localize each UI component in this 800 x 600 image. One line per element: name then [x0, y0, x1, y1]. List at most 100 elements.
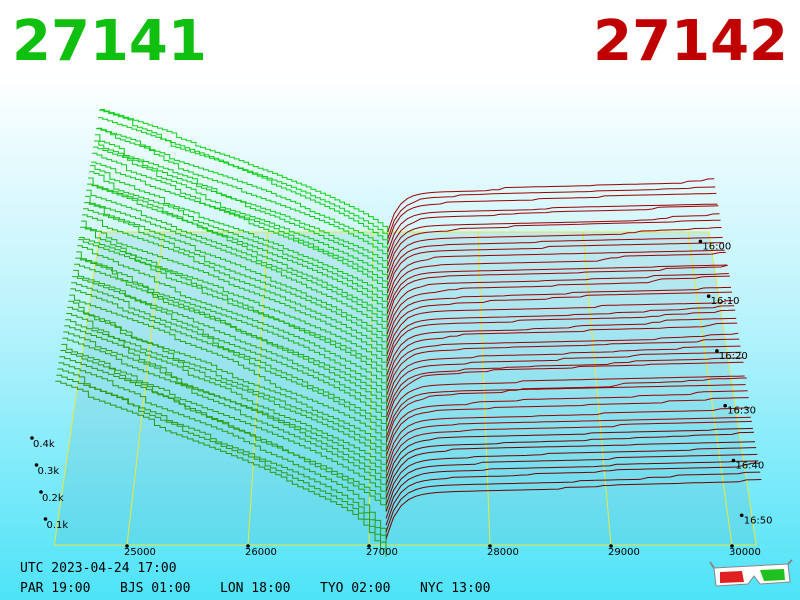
price-tick — [730, 544, 734, 548]
bid-depth-line — [89, 171, 388, 307]
zone-time: LON 18:00 — [220, 581, 290, 596]
ask-depth-line — [386, 264, 728, 321]
ask-depth-line — [386, 286, 732, 342]
ask-depth-line — [385, 447, 757, 505]
ask-depth-line — [386, 242, 724, 294]
depth-label: 0.3k — [38, 466, 60, 477]
ask-depth-line — [385, 431, 755, 492]
ask-depth-line — [386, 305, 735, 362]
ask-depth-line — [386, 251, 726, 308]
zone-time: PAR 19:00 — [20, 581, 90, 596]
price-label: 29000 — [608, 547, 640, 558]
time-tick — [706, 294, 711, 298]
ask-depth-line — [386, 264, 727, 314]
ask-depth-line — [386, 332, 739, 389]
zone-time: BJS 01:00 — [120, 581, 190, 596]
ask-depth-line — [386, 384, 746, 437]
depth-lines — [55, 109, 762, 557]
bid-depth-line — [97, 127, 389, 253]
time-tick — [739, 513, 744, 518]
bid-depth-line — [84, 202, 388, 342]
bid-depth-line — [75, 257, 388, 403]
depth-tick — [39, 490, 43, 494]
bid-depth-line — [78, 239, 388, 382]
zone-time: NYC 13:00 — [420, 581, 490, 596]
bid-depth-line — [55, 380, 387, 557]
price-grid-line — [477, 231, 491, 546]
time-tick — [723, 403, 727, 408]
ask-depth-line — [386, 249, 725, 301]
bid-depth-line — [72, 276, 388, 423]
ask-depth-line — [385, 427, 753, 485]
bid-depth-line — [94, 140, 388, 273]
ask-depth-line — [385, 460, 759, 519]
bid-depth-line — [58, 362, 387, 537]
bid-depth-line — [100, 109, 389, 232]
depth-label: 0.1k — [47, 520, 69, 531]
ask-depth-line — [385, 471, 761, 533]
price-label: 28000 — [487, 547, 519, 558]
ask-depth-line — [386, 322, 738, 382]
ask-depth-line — [386, 317, 737, 376]
depth-tick — [34, 463, 39, 467]
bid-depth-line — [63, 331, 387, 485]
time-tick — [731, 458, 736, 463]
bid-depth-line — [69, 294, 387, 444]
ask-depth-line — [386, 338, 740, 396]
bid-depth-line — [65, 319, 387, 471]
bid-depth-line — [87, 183, 388, 321]
ask-depth-line — [386, 351, 742, 410]
ask-depth-line — [386, 361, 744, 422]
bid-depth-line — [79, 237, 388, 376]
ask-depth-line — [387, 213, 720, 267]
bid-depth-line — [56, 374, 387, 550]
price-tick — [609, 544, 613, 548]
time-tick — [698, 239, 703, 244]
ask-depth-line — [386, 275, 730, 335]
ask-depth-line — [387, 192, 717, 245]
bid-depth-line — [85, 195, 388, 335]
price-tick — [488, 544, 492, 548]
bid-depth-line — [77, 245, 388, 389]
zone-time: TYO 02:00 — [320, 581, 390, 596]
time-label: 16:30 — [727, 406, 756, 417]
time-label: 16:20 — [719, 351, 748, 362]
ask-depth-line — [386, 390, 748, 451]
ask-depth-line — [386, 291, 733, 349]
bid-depth-line — [67, 306, 387, 457]
ask-depth-line — [385, 407, 750, 464]
price-tick — [246, 544, 250, 548]
ask-depth-line — [385, 397, 749, 456]
bid-depth-line — [99, 109, 389, 239]
bid-depth-line — [83, 208, 388, 348]
bid-depth-line — [59, 356, 387, 512]
bid-depth-line — [62, 337, 387, 491]
bid-depth-line — [70, 288, 388, 437]
bid-depth-line — [90, 165, 388, 301]
ask-depth-line — [386, 377, 747, 442]
time-label: 16:40 — [735, 460, 764, 471]
bid-depth-line — [82, 214, 388, 355]
ask-depth-line — [385, 479, 762, 539]
ask-depth-line — [385, 462, 760, 526]
price-grid-line — [126, 231, 164, 546]
ask-depth-line — [387, 178, 715, 233]
time-zones: PAR 19:00 BJS 01:00 LON 18:00 TYO 02:00 NYC … — [20, 581, 490, 596]
ask-depth-line — [386, 345, 741, 403]
bid-depth-line — [96, 128, 388, 260]
bid-price: 27141 — [12, 9, 207, 74]
ask-depth-line — [386, 273, 729, 328]
time-label: 16:50 — [744, 515, 773, 526]
bid-depth-line — [61, 343, 387, 498]
price-label: 26000 — [245, 547, 277, 558]
ask-depth-line — [385, 416, 751, 471]
ask-price: 27142 — [593, 9, 788, 74]
depth-label: 0.4k — [33, 439, 55, 450]
3d-glasses-icon — [709, 559, 793, 587]
ask-depth-line — [387, 205, 719, 260]
bid-depth-line — [81, 220, 388, 362]
bid-depth-line — [73, 269, 388, 416]
bid-depth-line — [93, 146, 388, 280]
ask-depth-line — [385, 453, 758, 512]
